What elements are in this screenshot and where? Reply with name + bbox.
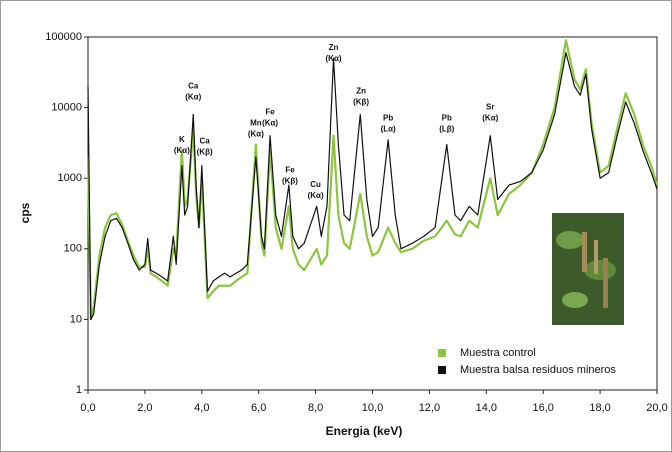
y-tick-label: 100000	[45, 31, 82, 43]
y-axis-label: cps	[18, 202, 32, 223]
peak-label: (Lβ)	[439, 125, 454, 134]
peak-label: Sr	[486, 103, 494, 112]
legend-swatch	[438, 349, 446, 357]
peak-label: Zn	[356, 86, 366, 95]
x-tick-label: 20,0	[646, 402, 667, 414]
peak-label: Pb	[383, 114, 393, 123]
x-tick-label: 14,0	[476, 402, 497, 414]
y-tick-label: 10	[70, 313, 82, 325]
peak-label: (Kβ)	[353, 97, 369, 106]
x-tick-label: 18,0	[589, 402, 610, 414]
peak-label: (Kβ)	[197, 148, 213, 157]
peak-label: (Kα)	[248, 129, 264, 138]
x-tick-label: 2,0	[137, 402, 152, 414]
y-tick-label: 10000	[51, 102, 82, 114]
peak-label: K	[179, 135, 185, 144]
x-tick-label: 0,0	[80, 402, 95, 414]
peak-label: Ca	[188, 81, 199, 90]
peak-label: Fe	[265, 108, 275, 117]
x-tick-label: 8,0	[308, 402, 323, 414]
peak-label: (Kα)	[174, 146, 190, 155]
y-tick-label: 1000	[58, 172, 82, 184]
legend-label: Muestra balsa residuos mineros	[460, 364, 616, 376]
y-tick-label: 100	[64, 243, 82, 255]
legend-label: Muestra control	[460, 347, 536, 359]
peak-label: (Kα)	[185, 92, 201, 101]
peak-label: Mn	[250, 118, 262, 127]
series-line	[86, 39, 659, 321]
peak-label: (Lα)	[381, 125, 396, 134]
x-axis-label: Energia (keV)	[326, 424, 403, 438]
peak-label: Ca	[200, 137, 211, 146]
x-tick-label: 16,0	[532, 402, 553, 414]
y-tick-label: 1	[76, 384, 82, 396]
x-tick-label: 6,0	[251, 402, 266, 414]
peak-label: (Kα)	[262, 119, 278, 128]
x-tick-label: 4,0	[194, 402, 209, 414]
peak-label: (Kα)	[308, 191, 324, 200]
peak-label: Zn	[329, 43, 339, 52]
peak-label: Fe	[285, 165, 295, 174]
series-line	[87, 52, 658, 320]
photo-inset	[552, 213, 624, 325]
peak-label: (Kβ)	[282, 176, 298, 185]
legend-swatch	[438, 366, 446, 374]
peak-label: Cu	[310, 180, 321, 189]
peak-label: (Kα)	[482, 114, 498, 123]
peak-label: Pb	[442, 114, 452, 123]
x-tick-label: 12,0	[419, 402, 440, 414]
x-tick-label: 10,0	[362, 402, 383, 414]
peak-label: (Kα)	[326, 54, 342, 63]
